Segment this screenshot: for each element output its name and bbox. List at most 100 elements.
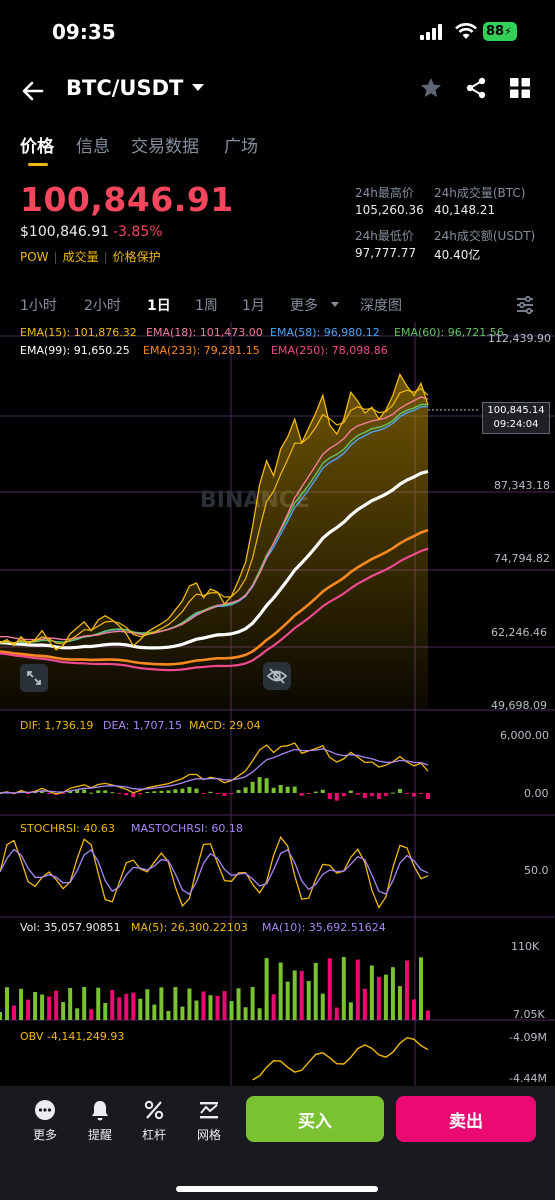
cellular-signal-icon — [420, 24, 442, 40]
macd-histogram-bar — [117, 793, 122, 794]
interval-2h[interactable]: 2小时 — [84, 298, 121, 314]
volume-bar — [124, 993, 129, 1020]
macd-histogram-bar — [215, 793, 220, 794]
vol-btc-value: 40,148.21 — [434, 203, 496, 217]
price-axis-label: 112,439.90 — [488, 332, 551, 345]
low-value: 97,777.77 — [355, 246, 417, 260]
ema250-line — [0, 547, 429, 672]
last-price: 100,846.91 — [20, 180, 234, 219]
interval-1w[interactable]: 1周 — [195, 298, 218, 314]
sell-button[interactable]: 卖出 — [396, 1096, 536, 1142]
favorite-star-icon[interactable] — [419, 76, 443, 100]
macd-histogram-bar — [47, 793, 52, 794]
grid-trading-button[interactable]: 网格 — [189, 1098, 229, 1143]
macd-histogram-bar — [320, 789, 325, 793]
macd-histogram-bar — [292, 786, 297, 793]
hide-indicators-button[interactable] — [263, 662, 291, 690]
vol-btc-label: 24h成交量(BTC) — [434, 186, 526, 200]
interval-1m[interactable]: 1月 — [242, 298, 265, 314]
macd-histogram-bar — [355, 793, 360, 795]
price-close-line — [0, 372, 429, 651]
interval-bar: 1小时 2小时 1日 1周 1月 更多 深度图 — [0, 290, 555, 320]
macd-histogram-bar — [306, 793, 311, 794]
back-arrow-icon[interactable] — [18, 76, 48, 106]
macd-histogram-bar — [222, 793, 227, 796]
leverage-button[interactable]: 杠杆 — [134, 1098, 174, 1143]
macd-histogram-bar — [173, 789, 178, 793]
tag-price-protection[interactable]: 价格保护 — [112, 250, 161, 264]
more-button[interactable]: 更多 — [25, 1098, 65, 1143]
volume-bar — [131, 992, 136, 1020]
volume-bar — [40, 994, 45, 1020]
volume-bar — [173, 987, 178, 1020]
share-icon[interactable] — [464, 76, 488, 100]
volume-bar — [82, 987, 87, 1020]
more-dropdown-icon[interactable] — [331, 302, 339, 307]
pair-dropdown-icon[interactable] — [192, 84, 204, 91]
buy-button[interactable]: 买入 — [246, 1096, 384, 1142]
tab-price[interactable]: 价格 — [20, 137, 54, 157]
tab-trading-data[interactable]: 交易数据 — [131, 137, 199, 157]
volume-bar — [390, 967, 395, 1020]
macd-histogram-bar — [278, 785, 283, 793]
macd-histogram-bar — [152, 791, 157, 793]
pair-title[interactable]: BTC/USDT — [66, 76, 184, 100]
price-axis-label: 87,343.18 — [494, 479, 550, 492]
fullscreen-button[interactable] — [20, 664, 48, 692]
macd-histogram-bar — [75, 789, 80, 793]
macd-axis-label: 6,000.00 — [500, 729, 549, 742]
volume-bar — [54, 990, 59, 1020]
vol-axis-label: 7.05K — [513, 1008, 545, 1021]
price-axis-label: 62,246.46 — [491, 626, 547, 639]
macd-histogram-bar — [82, 789, 87, 793]
macd-histogram-bar — [397, 789, 402, 793]
ema60-label: EMA(60): 96,721.56 — [394, 326, 504, 339]
tag-pow[interactable]: POW — [20, 250, 49, 264]
stochrsi-label: STOCHRSI: 40.63 — [20, 822, 115, 835]
tab-square[interactable]: 广场 — [224, 137, 258, 157]
macd-histogram-bar — [383, 793, 388, 796]
chart-area[interactable]: BINANCE EMA(15): 101,876.32 EMA(18): 101… — [0, 322, 555, 1086]
macd-histogram-bar — [243, 787, 248, 793]
volume-bar — [187, 988, 192, 1020]
price-change: -3.85% — [113, 224, 163, 240]
alert-button[interactable]: 提醒 — [80, 1098, 120, 1143]
current-price-value: 100,845.14 — [487, 405, 545, 416]
ema99-label: EMA(99): 91,650.25 — [20, 344, 130, 357]
volume-bar — [278, 962, 283, 1020]
volume-bar — [75, 1008, 80, 1020]
low-label: 24h最低价 — [355, 229, 414, 243]
volume-bar — [285, 981, 290, 1020]
volume-bar — [411, 999, 416, 1020]
chart-canvas[interactable]: BINANCE — [0, 322, 555, 1086]
volume-bar — [0, 1012, 2, 1020]
volume-bar — [334, 1007, 339, 1020]
bottom-action-bar: 更多 提醒 杠杆 网格 买入 卖出 — [0, 1086, 555, 1200]
candle-countdown: 09:24:04 — [493, 419, 539, 430]
volume-bar — [369, 965, 374, 1020]
ema233-label: EMA(233): 79,281.15 — [143, 344, 260, 357]
ma5-label: MA(5): 26,300.22103 — [131, 921, 248, 934]
layout-grid-icon[interactable] — [510, 78, 530, 98]
interval-more[interactable]: 更多 — [290, 298, 318, 314]
charging-icon: ⚡ — [504, 25, 512, 38]
obv-axis-label: -4.09M — [509, 1031, 547, 1044]
interval-1h[interactable]: 1小时 — [20, 298, 57, 314]
volume-bar — [180, 1006, 185, 1020]
ma10-label: MA(10): 35,692.51624 — [262, 921, 386, 934]
obv-axis-label: -4.44M — [509, 1072, 547, 1085]
volume-bar — [306, 981, 311, 1020]
macd-histogram-bar — [166, 790, 171, 793]
header: BTC/USDT — [0, 62, 555, 118]
tag-volume[interactable]: 成交量 — [62, 250, 99, 264]
volume-bar — [89, 1009, 94, 1020]
macd-histogram-bar — [369, 793, 374, 797]
depth-chart-tab[interactable]: 深度图 — [360, 298, 402, 314]
eye-off-icon — [266, 668, 288, 684]
macd-histogram-bar — [334, 793, 339, 801]
interval-1d[interactable]: 1日 — [147, 298, 171, 314]
tab-info[interactable]: 信息 — [76, 137, 110, 157]
chart-settings-icon[interactable] — [515, 296, 535, 314]
macd-histogram-bar — [103, 790, 108, 793]
volume-bar — [47, 996, 52, 1020]
